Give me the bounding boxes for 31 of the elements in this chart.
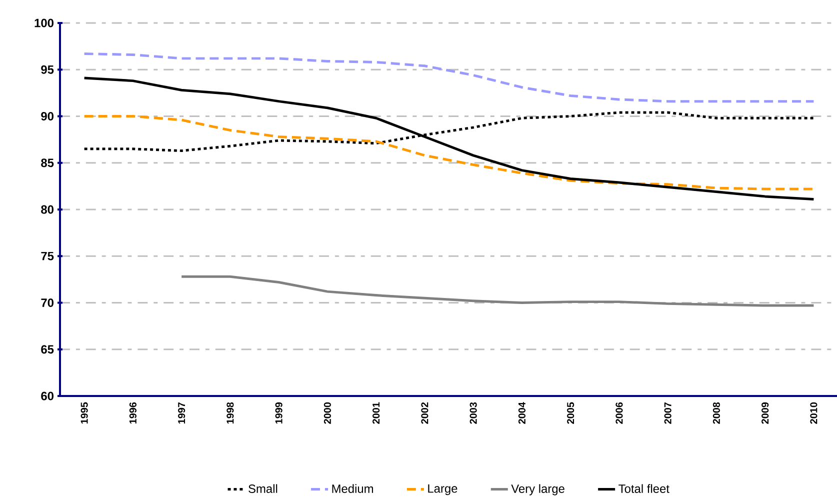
x-tick-label: 1998 — [226, 402, 234, 424]
x-tick-label: 2006 — [616, 402, 623, 424]
y-tick-label: 90 — [41, 112, 54, 120]
legend-label: Large — [428, 484, 458, 496]
x-tick-label: 2007 — [664, 402, 672, 424]
x-tick-label: 1997 — [178, 402, 186, 424]
y-tick-label: 65 — [41, 345, 54, 354]
legend-label: Total fleet — [618, 484, 670, 493]
x-tick-label: 2004 — [518, 402, 526, 424]
y-tick-label: 95 — [41, 65, 54, 74]
x-tick-label: 2001 — [372, 402, 380, 424]
legend-label: Very large — [511, 484, 564, 496]
x-tick-label: 2003 — [470, 402, 477, 424]
y-tick-label: 85 — [41, 158, 54, 168]
x-tick-label: 2002 — [421, 402, 428, 424]
line-series — [83, 115, 815, 190]
legend-label: Medium — [332, 484, 374, 493]
x-tick-label: 2005 — [567, 402, 574, 424]
x-tick-label: 1999 — [275, 402, 282, 424]
x-tick-label: 2010 — [810, 402, 818, 424]
x-tick-label: 2008 — [712, 402, 720, 424]
x-tick-label: 1996 — [129, 402, 136, 424]
y-tick-label: 80 — [41, 205, 54, 214]
x-tick-label: 1995 — [80, 402, 88, 424]
y-tick-label: 75 — [41, 252, 54, 260]
y-tick-label: 60 — [41, 392, 54, 400]
y-tick-label: 70 — [41, 298, 54, 307]
legend-label: Small — [248, 484, 278, 493]
x-tick-label: 2009 — [762, 402, 769, 424]
y-tick-label: 100 — [34, 18, 54, 28]
x-tick-label: 2000 — [324, 402, 331, 424]
